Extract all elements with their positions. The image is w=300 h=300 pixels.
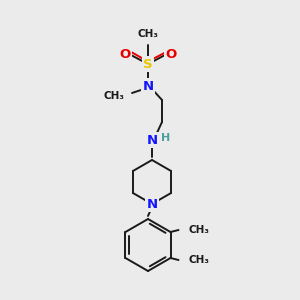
Text: O: O: [165, 47, 177, 61]
Text: N: N: [146, 197, 158, 211]
Text: H: H: [161, 133, 171, 143]
Text: O: O: [119, 47, 130, 61]
Text: S: S: [143, 58, 153, 70]
Text: CH₃: CH₃: [103, 91, 124, 101]
Text: CH₃: CH₃: [137, 29, 158, 39]
Text: CH₃: CH₃: [188, 225, 209, 235]
Text: N: N: [146, 134, 158, 146]
Text: N: N: [142, 80, 154, 92]
Text: CH₃: CH₃: [188, 255, 209, 265]
